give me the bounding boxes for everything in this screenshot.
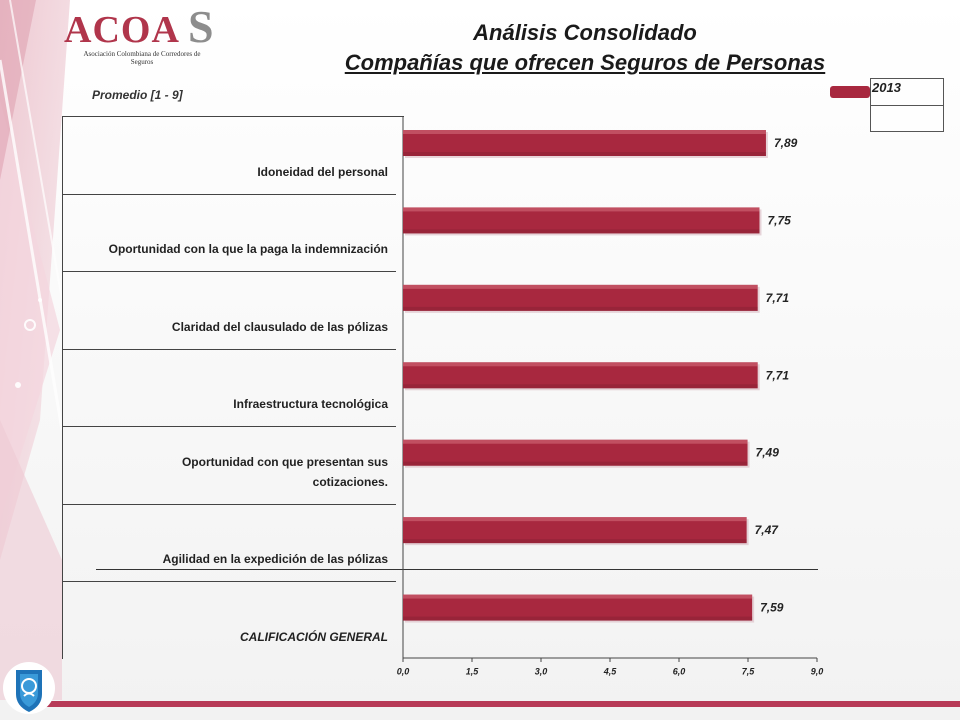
bar-lowlight xyxy=(403,461,748,466)
value-label: 7,59 xyxy=(760,601,784,615)
bar-highlight xyxy=(403,207,760,212)
category-row: Oportunidad con la que la paga la indemn… xyxy=(63,195,396,272)
x-tick-label: 0,0 xyxy=(397,666,410,676)
footer-bar xyxy=(40,701,960,707)
value-label: 7,47 xyxy=(755,523,780,537)
bar xyxy=(403,594,753,621)
x-tick-label: 6,0 xyxy=(673,666,686,676)
category-label: Oportunidad con que presentan sus cotiza… xyxy=(181,455,388,489)
bar xyxy=(403,130,766,156)
bar-highlight xyxy=(403,284,758,289)
bar-lowlight xyxy=(403,384,758,389)
logo-wordmark: ACOA xyxy=(64,9,180,51)
category-row: Oportunidad con que presentan sus cotiza… xyxy=(63,427,396,505)
value-label: 7,71 xyxy=(766,291,790,305)
legend-swatch xyxy=(830,86,870,98)
x-tick-label: 3,0 xyxy=(535,666,548,676)
category-row: CALIFICACIÓN GENERAL xyxy=(63,582,396,659)
category-label: Idoneidad del personal xyxy=(257,165,388,179)
x-tick-label: 4,5 xyxy=(603,666,618,676)
general-separator-line xyxy=(96,569,818,570)
category-label: Infraestructura tecnológica xyxy=(233,397,388,411)
x-tick-label: 7,5 xyxy=(742,666,756,676)
bar xyxy=(403,284,758,311)
bar-highlight xyxy=(403,362,758,367)
value-label: 7,49 xyxy=(756,446,780,460)
bar-highlight xyxy=(403,439,748,444)
logo-subtitle: Asociación Colombiana de Corredores de S… xyxy=(83,50,201,66)
bar-lowlight xyxy=(403,616,753,621)
bar xyxy=(403,439,748,466)
chart-subtitle: Compañías que ofrecen Seguros de Persona… xyxy=(344,50,826,75)
bar-highlight xyxy=(403,594,753,599)
acoas-logo: ACOA S Asociación Colombiana de Corredor… xyxy=(60,1,220,70)
x-tick-label: 1,5 xyxy=(466,666,480,676)
category-row: Claridad del clausulado de las pólizas xyxy=(63,272,396,350)
legend xyxy=(870,78,944,132)
bar xyxy=(403,517,747,544)
value-label: 7,75 xyxy=(768,213,792,227)
bar xyxy=(403,207,760,234)
bar-highlight xyxy=(403,130,766,134)
category-row: Idoneidad del personal xyxy=(63,117,396,195)
bar-highlight xyxy=(403,517,747,522)
bar xyxy=(403,362,758,389)
value-label: 7,71 xyxy=(766,368,790,382)
logo-accent-letter: S xyxy=(188,1,214,52)
unit-label: Promedio [1 - 9] xyxy=(92,88,183,102)
chart-title: Análisis Consolidado xyxy=(473,20,697,45)
bar-lowlight xyxy=(403,229,760,234)
x-tick-label: 9,0 xyxy=(811,666,824,676)
category-label: Oportunidad con la que la paga la indemn… xyxy=(108,242,388,256)
shield-icon xyxy=(3,662,55,714)
category-label-table: Idoneidad del personal Oportunidad con l… xyxy=(62,116,404,659)
category-label: CALIFICACIÓN GENERAL xyxy=(240,630,388,644)
category-label: Claridad del clausulado de las pólizas xyxy=(171,320,388,334)
category-row: Agilidad en la expedición de las pólizas xyxy=(63,505,396,582)
legend-label: 2013 xyxy=(872,80,901,95)
bar-lowlight xyxy=(403,152,766,156)
legend-divider xyxy=(871,105,943,106)
category-row: Infraestructura tecnológica xyxy=(63,350,396,427)
value-label: 7,89 xyxy=(774,136,798,150)
bar-lowlight xyxy=(403,306,758,311)
category-label: Agilidad en la expedición de las pólizas xyxy=(162,552,388,566)
bar-lowlight xyxy=(403,539,747,544)
